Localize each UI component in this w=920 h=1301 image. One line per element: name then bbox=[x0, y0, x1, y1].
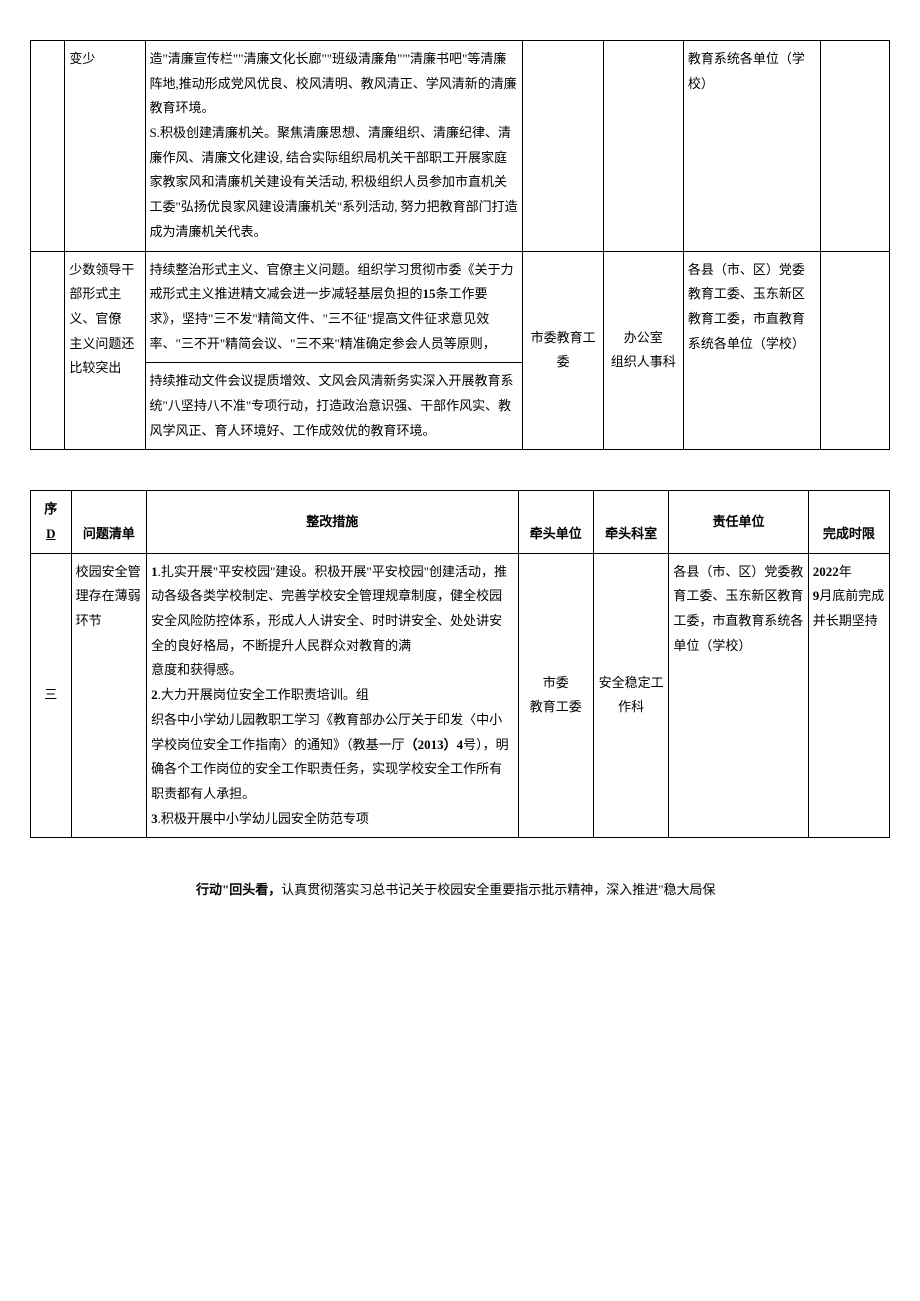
cell-resp: 各县（市、区）党委教育工委、玉东新区教育工委，市直教育系统各单位（学校） bbox=[683, 251, 820, 450]
cell-lead-dept bbox=[603, 41, 683, 252]
cell-deadline bbox=[821, 251, 890, 450]
header-seq: 序D bbox=[31, 491, 72, 553]
cell-resp: 教育系统各单位（学校） bbox=[683, 41, 820, 252]
cell-lead-unit bbox=[523, 41, 603, 252]
cell-lead-unit: 市委教育工委 bbox=[518, 553, 593, 838]
cell-measure: 持续整治形式主义、官僚主义问题。组织学习贯彻市委《关于力戒形式主义推进精文减会进… bbox=[145, 251, 523, 363]
cell-issue: 少数领导干部形式主义、官僚主义问题还比较突出 bbox=[65, 251, 145, 450]
cell-issue: 校园安全管理存在薄弱环节 bbox=[71, 553, 146, 838]
table-header-row: 序D 问题清单 整改措施 牵头单位 牵头科室 责任单位 完成时限 bbox=[31, 491, 890, 553]
cell-resp: 各县（市、区）党委教育工委、玉东新区教育工委，市直教育系统各单位（学校） bbox=[669, 553, 808, 838]
table-bottom: 序D 问题清单 整改措施 牵头单位 牵头科室 责任单位 完成时限 三 校园安全管… bbox=[30, 490, 890, 838]
header-lead-dept: 牵头科室 bbox=[593, 491, 668, 553]
cell-measure: 造"清廉宣传栏""清廉文化长廊""班级清廉角""'清廉书吧"等清廉阵地,推动形成… bbox=[145, 41, 523, 252]
cell-measure: 持续推动文件会议提质增效、文风会风清新务实深入开展教育系统"八坚持八不准"专项行… bbox=[145, 363, 523, 450]
header-resp: 责任单位 bbox=[669, 491, 808, 553]
table-row: 少数领导干部形式主义、官僚主义问题还比较突出 持续整治形式主义、官僚主义问题。组… bbox=[31, 251, 890, 363]
table-row: 三 校园安全管理存在薄弱环节 1.扎实开展"平安校园"建设。积极开展"平安校园"… bbox=[31, 553, 890, 838]
header-issue: 问题清单 bbox=[71, 491, 146, 553]
cell-lead-unit: 市委教育工委 bbox=[523, 251, 603, 450]
header-deadline: 完成时限 bbox=[808, 491, 889, 553]
table-row: 变少 造"清廉宣传栏""清廉文化长廊""班级清廉角""'清廉书吧"等清廉阵地,推… bbox=[31, 41, 890, 252]
cell-deadline bbox=[821, 41, 890, 252]
cell-seq: 三 bbox=[31, 553, 72, 838]
header-measure: 整改措施 bbox=[147, 491, 518, 553]
cell-measure: 1.扎实开展"平安校园"建设。积极开展"平安校园"创建活动，推动各级各类学校制定… bbox=[147, 553, 518, 838]
footer-paragraph: 行动"回头看，认真贯彻落实习总书记关于校园安全重要指示批示精神，深入推进"稳大局… bbox=[170, 878, 830, 903]
cell-deadline: 2022年9月底前完成并长期坚持 bbox=[808, 553, 889, 838]
cell-seq bbox=[31, 41, 65, 252]
cell-lead-dept: 安全稳定工作科 bbox=[593, 553, 668, 838]
cell-seq bbox=[31, 251, 65, 450]
header-lead-unit: 牵头单位 bbox=[518, 491, 593, 553]
cell-issue: 变少 bbox=[65, 41, 145, 252]
cell-lead-dept: 办公室组织人事科 bbox=[603, 251, 683, 450]
table-top: 变少 造"清廉宣传栏""清廉文化长廊""班级清廉角""'清廉书吧"等清廉阵地,推… bbox=[30, 40, 890, 450]
